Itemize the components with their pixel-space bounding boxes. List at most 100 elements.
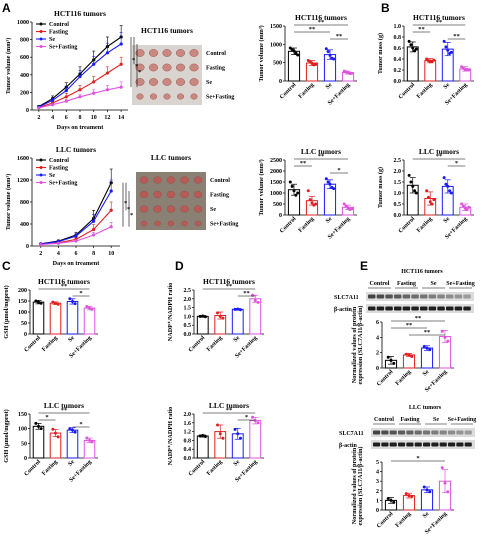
blot-title: LLC tumors — [409, 405, 442, 411]
data-point — [238, 308, 242, 312]
data-point — [446, 184, 450, 188]
y-tick-label: 1.5 — [394, 180, 402, 186]
tumor-sample — [180, 176, 189, 184]
data-point — [414, 47, 418, 51]
legend-marker — [39, 181, 43, 184]
y-tick-label: 50 — [21, 441, 27, 447]
data-point — [90, 307, 94, 311]
data-point — [256, 300, 260, 304]
y-tick-label: 1.2 — [184, 430, 192, 436]
data-point — [64, 89, 68, 93]
data-point — [92, 62, 96, 66]
panel-letter-B: B — [381, 1, 390, 15]
data-point — [253, 299, 257, 303]
data-point — [221, 316, 225, 320]
legend-label: Fasting — [49, 166, 68, 172]
blot-band — [428, 306, 437, 311]
blot-band — [373, 442, 381, 447]
category-label: Fasting — [395, 511, 413, 529]
category-label: Se — [325, 82, 334, 91]
data-point — [410, 355, 414, 358]
data-point — [256, 421, 260, 425]
data-point — [221, 436, 225, 440]
blot-band — [373, 430, 381, 435]
y-axis-label: Normalized values of protein — [351, 447, 358, 524]
legend-label: Se+Fasting — [49, 45, 77, 51]
blot-band — [423, 442, 431, 447]
y-axis-label: GSH (µmol/mgprot) — [3, 409, 10, 462]
category-label: Se — [233, 459, 242, 468]
data-point — [92, 233, 96, 237]
data-point — [233, 307, 237, 311]
tumor-sample — [148, 49, 158, 57]
y-tick-label: 1200 — [17, 178, 29, 184]
data-point — [50, 103, 55, 107]
legend-label: Se — [49, 173, 55, 179]
y-tick-label: 2.0 — [394, 169, 402, 175]
blot-row-label: β-actin — [334, 307, 352, 313]
data-point — [105, 51, 110, 55]
y-tick-label: 1.0 — [394, 24, 402, 30]
sig-label: ** — [300, 160, 307, 167]
data-point — [425, 346, 429, 350]
blot-band — [414, 430, 422, 435]
data-point — [314, 202, 318, 206]
tumor-sample — [154, 220, 161, 227]
tumor-sample — [163, 93, 171, 100]
category-label: Fasting — [395, 369, 413, 387]
y-axis-label: Tumor volume (mm³) — [258, 25, 265, 82]
data-point — [386, 355, 390, 359]
blot-band — [402, 294, 411, 299]
blot-band — [411, 294, 419, 299]
tumor-sample — [166, 190, 176, 199]
legend-marker — [39, 158, 43, 162]
y-tick-label: 1000 — [270, 191, 282, 197]
data-point — [409, 180, 413, 184]
data-point — [407, 39, 411, 43]
blot-band — [402, 306, 411, 311]
data-point — [467, 205, 471, 209]
blot-lane-label: Fasting — [397, 281, 416, 287]
bar-Control — [196, 315, 209, 335]
y-axis-label: NADP⁺/NADPH ratio — [167, 407, 174, 465]
category-label: Fasting — [298, 82, 316, 100]
category-label: Se — [443, 82, 452, 91]
tumor-sample — [149, 93, 157, 100]
photo-label: Se+Fasting — [206, 95, 234, 101]
y-tick-label: 0.6 — [394, 46, 402, 52]
data-point — [389, 358, 393, 362]
x-tick-label: 14 — [118, 115, 124, 121]
tumor-sample — [153, 176, 162, 184]
data-point — [288, 180, 292, 184]
legend-marker — [39, 45, 43, 48]
category-label: Fasting — [41, 335, 59, 353]
panel-letter-C: C — [2, 259, 11, 273]
tumor-sample — [167, 220, 175, 227]
sig-label: * — [124, 200, 127, 207]
y-tick-label: 200 — [18, 288, 27, 294]
y-tick-label: 0.4 — [184, 447, 192, 453]
blot-band — [411, 306, 419, 311]
data-point — [37, 300, 40, 304]
x-tick-label: 8 — [92, 251, 95, 257]
data-point — [310, 201, 314, 205]
blot-band — [456, 430, 464, 435]
data-point — [78, 95, 82, 99]
y-axis-label-2: expression (SLC7A11/β-actin) — [357, 447, 364, 526]
data-point — [119, 62, 123, 66]
data-point — [342, 202, 346, 206]
blot-lane-label: Se — [431, 281, 437, 287]
data-point — [203, 434, 207, 438]
blot-lane-label: Fasting — [400, 417, 419, 423]
y-tick-label: 2 — [376, 489, 379, 495]
data-point — [56, 435, 60, 439]
bar-Se+Fasting — [83, 307, 96, 335]
y-tick-label: 200 — [20, 90, 29, 96]
data-point — [411, 46, 415, 50]
data-point — [253, 419, 257, 423]
tumor-sample — [189, 78, 199, 86]
y-tick-label: 4 — [376, 335, 379, 341]
y-tick-label: 800 — [20, 38, 29, 44]
category-label: Se — [67, 335, 76, 344]
tumor-sample — [162, 49, 172, 57]
